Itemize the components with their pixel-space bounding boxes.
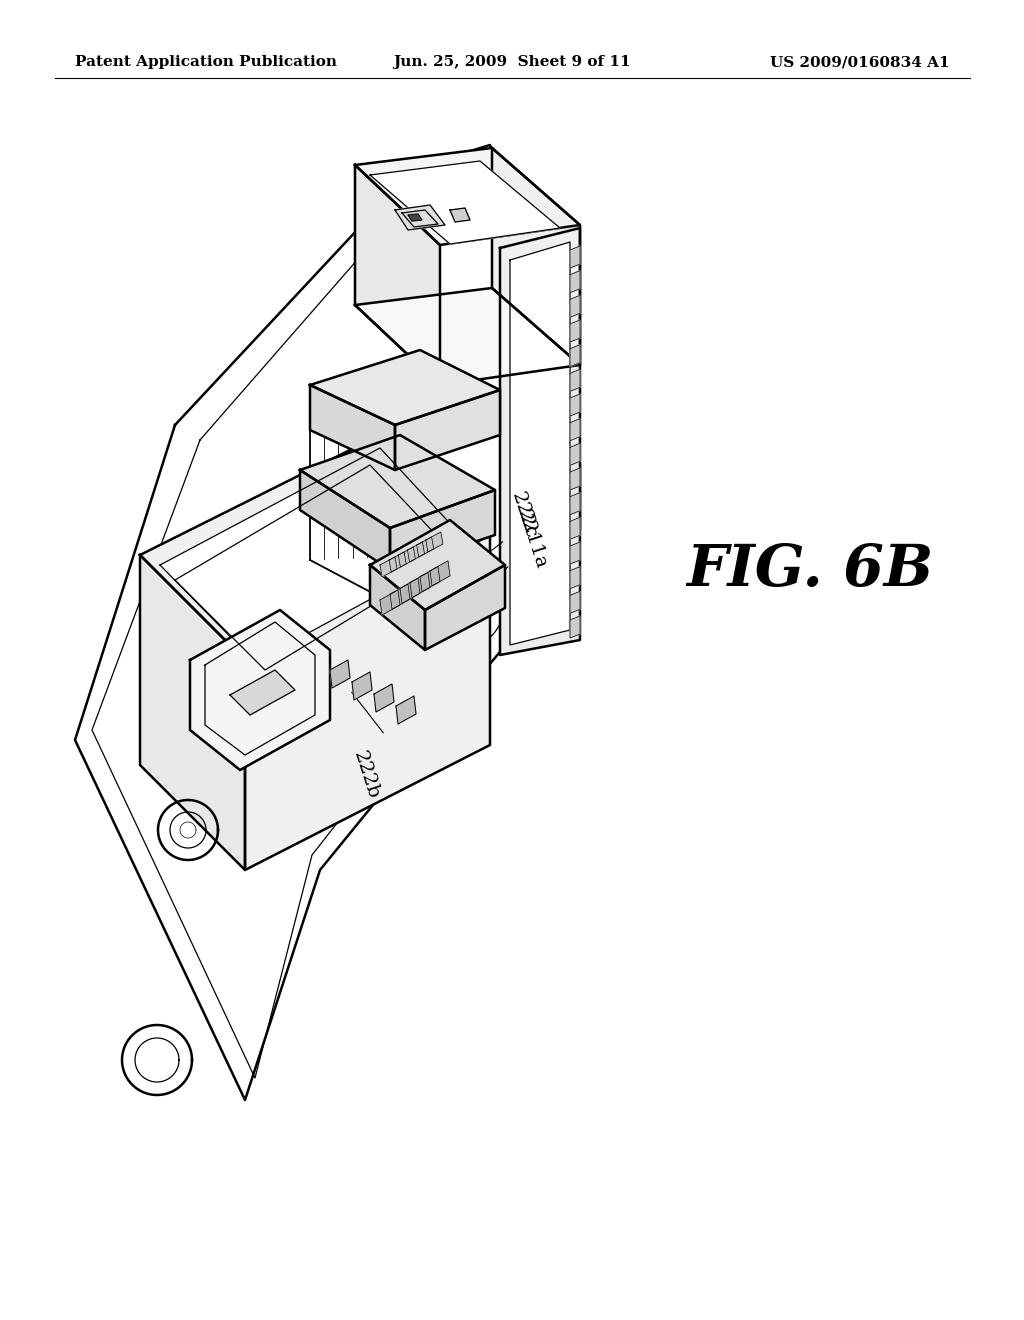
Polygon shape (230, 671, 295, 715)
Polygon shape (330, 660, 350, 688)
Polygon shape (75, 145, 580, 1100)
Polygon shape (370, 520, 505, 610)
Polygon shape (570, 319, 580, 342)
Text: US 2009/0160834 A1: US 2009/0160834 A1 (770, 55, 950, 69)
Text: 2211a: 2211a (514, 508, 550, 572)
Polygon shape (492, 148, 580, 366)
Polygon shape (570, 469, 580, 490)
Polygon shape (570, 543, 580, 564)
Polygon shape (400, 578, 420, 603)
Polygon shape (570, 393, 580, 416)
Text: Jun. 25, 2009  Sheet 9 of 11: Jun. 25, 2009 Sheet 9 of 11 (393, 55, 631, 69)
Polygon shape (426, 532, 442, 552)
Polygon shape (355, 165, 440, 385)
Polygon shape (420, 566, 440, 591)
Polygon shape (374, 684, 394, 711)
Polygon shape (417, 537, 434, 557)
Polygon shape (370, 565, 425, 649)
Polygon shape (355, 288, 580, 385)
Polygon shape (140, 554, 245, 870)
Polygon shape (570, 418, 580, 441)
Polygon shape (570, 345, 580, 367)
Text: Patent Application Publication: Patent Application Publication (75, 55, 337, 69)
Polygon shape (570, 616, 580, 638)
Polygon shape (398, 546, 416, 568)
Polygon shape (570, 444, 580, 466)
Polygon shape (380, 590, 400, 615)
Polygon shape (396, 696, 416, 723)
Polygon shape (570, 370, 580, 391)
Polygon shape (570, 296, 580, 317)
Polygon shape (500, 228, 580, 655)
Polygon shape (408, 214, 422, 220)
Polygon shape (450, 209, 470, 222)
Polygon shape (190, 610, 330, 770)
Polygon shape (370, 161, 560, 244)
Polygon shape (395, 205, 445, 230)
Polygon shape (570, 517, 580, 540)
Polygon shape (570, 492, 580, 515)
Polygon shape (310, 350, 500, 425)
Polygon shape (160, 447, 470, 663)
Polygon shape (570, 591, 580, 614)
Polygon shape (300, 436, 495, 528)
Polygon shape (570, 271, 580, 293)
Polygon shape (352, 672, 372, 700)
Polygon shape (430, 561, 450, 586)
Text: FIG. 6B: FIG. 6B (686, 541, 934, 598)
Polygon shape (570, 246, 580, 268)
Polygon shape (245, 535, 490, 870)
Text: 222c: 222c (508, 490, 540, 541)
Polygon shape (310, 385, 395, 470)
Polygon shape (300, 470, 390, 570)
Polygon shape (395, 389, 500, 470)
Polygon shape (389, 552, 407, 572)
Polygon shape (390, 585, 410, 609)
Text: 222b: 222b (350, 748, 382, 801)
Polygon shape (570, 566, 580, 589)
Polygon shape (380, 557, 397, 577)
Polygon shape (408, 543, 425, 562)
Polygon shape (425, 565, 505, 649)
Polygon shape (410, 573, 430, 598)
Polygon shape (390, 490, 495, 570)
Polygon shape (355, 148, 580, 246)
Polygon shape (140, 430, 490, 660)
Polygon shape (510, 242, 570, 645)
